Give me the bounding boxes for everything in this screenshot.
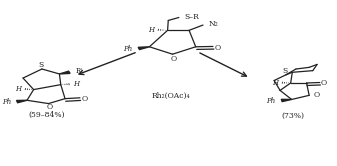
Text: O: O: [47, 103, 53, 111]
Text: O: O: [171, 55, 177, 63]
Text: Ph: Ph: [2, 98, 11, 106]
Text: (59–84%): (59–84%): [28, 111, 64, 119]
Text: (73%): (73%): [282, 112, 305, 120]
Text: H: H: [148, 26, 154, 34]
Text: O: O: [321, 79, 327, 87]
Text: S: S: [39, 61, 44, 69]
Text: S–R: S–R: [185, 13, 200, 21]
Text: N₂: N₂: [208, 20, 218, 28]
Text: H: H: [272, 79, 278, 86]
Text: O: O: [214, 44, 221, 52]
Text: S: S: [283, 67, 288, 75]
Polygon shape: [17, 100, 27, 103]
Text: Rh₂(OAc)₄: Rh₂(OAc)₄: [152, 92, 190, 100]
Text: R': R': [75, 67, 83, 76]
Text: O: O: [81, 95, 87, 103]
Polygon shape: [281, 99, 292, 102]
Polygon shape: [59, 71, 70, 74]
Text: H: H: [73, 80, 80, 88]
Text: Ph: Ph: [123, 45, 132, 53]
Text: H: H: [15, 85, 21, 93]
Text: O: O: [313, 91, 319, 99]
Polygon shape: [138, 47, 149, 49]
Text: Ph: Ph: [267, 97, 276, 105]
